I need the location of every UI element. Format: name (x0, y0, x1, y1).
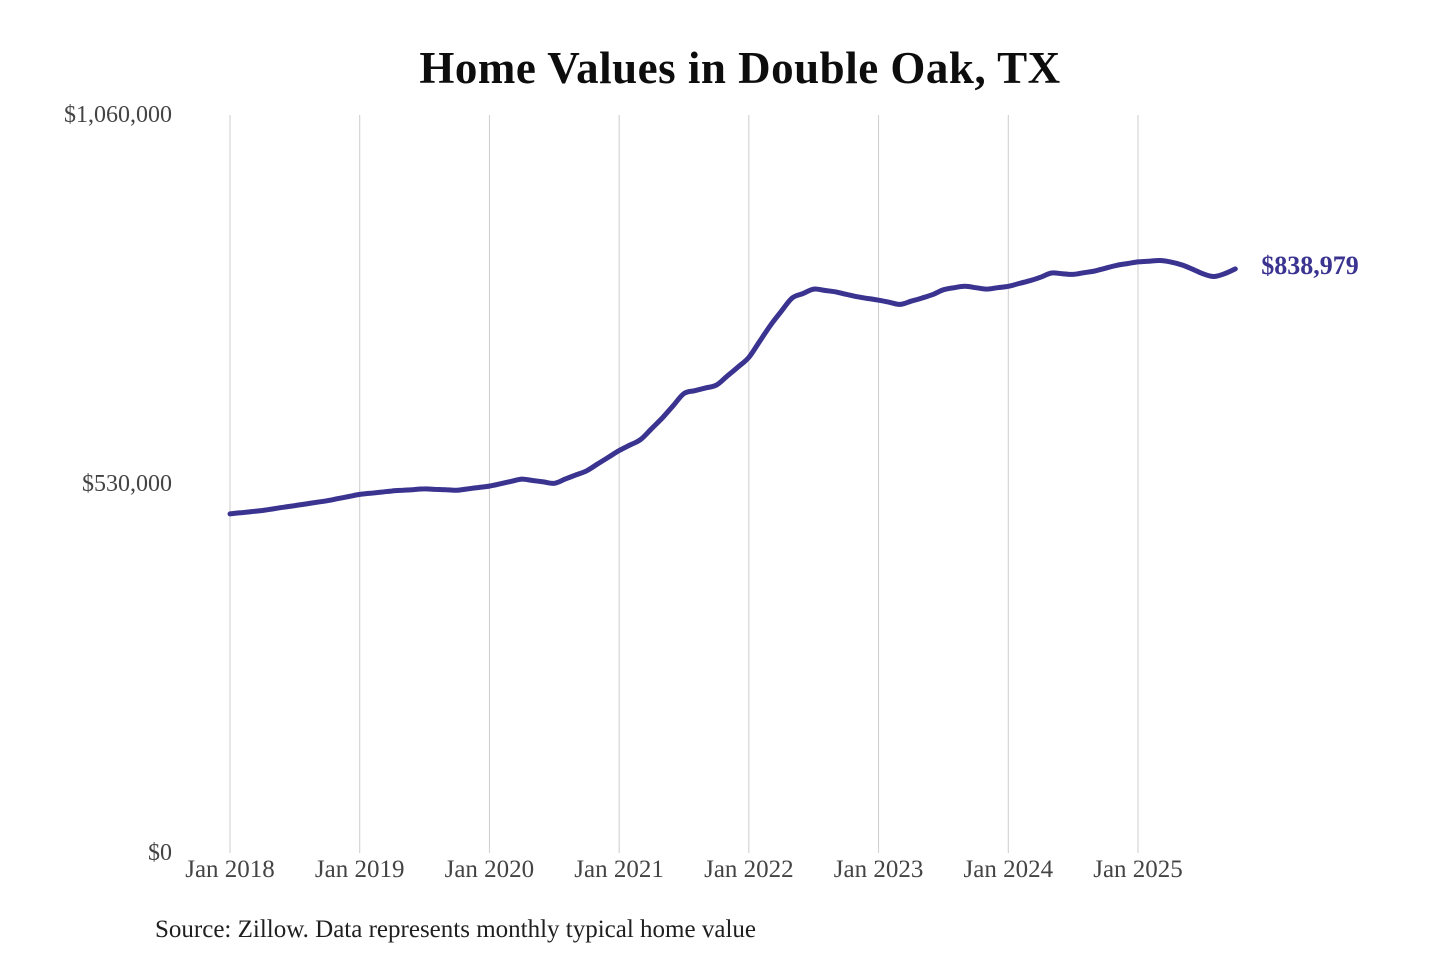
x-tick-label-2025: Jan 2025 (1093, 856, 1183, 883)
y-tick-label-top: $1,060,000 (64, 102, 172, 128)
y-tick-label-mid: $530,000 (82, 471, 172, 497)
gridlines (229, 115, 1139, 853)
x-tick-label-2022: Jan 2022 (704, 856, 794, 883)
x-tick-label-2024: Jan 2024 (963, 856, 1054, 883)
x-tick-label-2018: Jan 2018 (185, 856, 275, 883)
x-tick-label-2021: Jan 2021 (574, 856, 664, 883)
source-note: Source: Zillow. Data represents monthly … (155, 916, 756, 943)
y-tick-label-zero: $0 (148, 840, 172, 866)
x-tick-label-2023: Jan 2023 (833, 856, 924, 883)
latest-value-label: $838,979 (1261, 250, 1359, 280)
x-tick-label-2020: Jan 2020 (444, 856, 535, 883)
home-value-line (227, 257, 1238, 517)
x-tick-label-2019: Jan 2019 (314, 856, 405, 883)
chart-title: Home Values in Double Oak, TX (419, 43, 1061, 93)
